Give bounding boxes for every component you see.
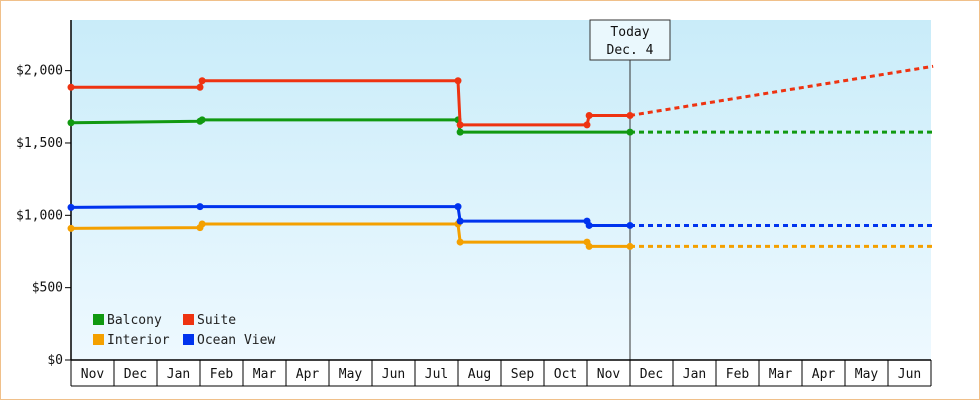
today-date: Dec. 4 — [607, 43, 654, 58]
x-tick-label: Oct — [554, 367, 577, 382]
legend-swatch-interior — [93, 334, 104, 345]
x-tick-label: May — [855, 367, 879, 382]
data-point-suite — [198, 77, 206, 85]
x-tick-label: Mar — [253, 367, 277, 382]
x-tick-label: Jan — [683, 367, 706, 382]
data-point-ocean-view — [456, 217, 464, 225]
data-point-ocean-view — [454, 203, 462, 211]
data-point-ocean-view — [585, 221, 593, 229]
data-point-suite — [583, 121, 591, 129]
legend-swatch-suite — [183, 314, 194, 325]
data-point-suite — [196, 83, 204, 91]
data-point-interior — [585, 242, 593, 250]
x-tick-label: Apr — [296, 367, 320, 382]
data-point-interior — [198, 220, 206, 228]
data-point-interior — [626, 242, 634, 250]
data-point-ocean-view — [626, 221, 634, 229]
legend-label-ocean-view: Ocean View — [197, 333, 275, 348]
y-tick-label: $0 — [47, 353, 63, 368]
series-layer — [67, 64, 934, 250]
x-tick-label: Jun — [898, 367, 921, 382]
x-tick-label: Mar — [769, 367, 793, 382]
legend-label-balcony: Balcony — [107, 313, 162, 328]
series-line-balcony — [70, 118, 630, 134]
data-point-ocean-view — [196, 203, 204, 211]
legend-label-suite: Suite — [197, 313, 236, 328]
x-tick-label: Jun — [382, 367, 405, 382]
x-tick-label: Feb — [210, 367, 234, 382]
data-point-suite — [67, 83, 75, 91]
plot-background — [71, 20, 931, 360]
axes: $0 $500 $1,000 $1,500 $2,000 Nov Dec Jan Feb Mar A… — [16, 20, 932, 387]
x-tick-label: Apr — [812, 367, 836, 382]
legend-swatch-ocean-view — [183, 334, 194, 345]
x-tick-label: Dec — [124, 367, 147, 382]
x-tick-label: Jan — [167, 367, 190, 382]
y-tick-label: $2,000 — [16, 64, 63, 79]
today-box — [589, 19, 671, 61]
data-point-suite — [585, 111, 593, 119]
data-point-interior — [456, 238, 464, 246]
x-tick-label: Sep — [511, 367, 535, 382]
x-tick-label: May — [339, 367, 363, 382]
x-tick-label: Jul — [425, 367, 448, 382]
data-point-suite — [454, 77, 462, 85]
series-forecast-suite — [629, 64, 934, 117]
data-point-suite — [456, 121, 464, 129]
data-point-interior — [67, 224, 75, 232]
y-tick-label: $1,500 — [16, 136, 63, 151]
x-tick-label: Aug — [468, 367, 491, 382]
x-tick-label: Nov — [81, 367, 105, 382]
x-tick-label: Feb — [726, 367, 750, 382]
x-tick-label: Nov — [597, 367, 621, 382]
x-tick-label: Dec — [640, 367, 663, 382]
today-marker: Today Dec. 4 — [589, 19, 671, 360]
legend-swatch-balcony — [93, 314, 104, 325]
data-point-balcony — [198, 116, 206, 124]
y-tick-label: $1,000 — [16, 208, 63, 223]
data-point-ocean-view — [67, 203, 75, 211]
legend-label-interior: Interior — [107, 333, 170, 348]
data-point-suite — [626, 111, 634, 119]
data-point-balcony — [626, 128, 634, 136]
legend: Balcony Suite Interior Ocean View — [93, 313, 275, 348]
y-tick-label: $500 — [32, 281, 63, 296]
today-label: Today — [610, 25, 649, 40]
data-point-balcony — [67, 119, 75, 127]
data-point-balcony — [456, 128, 464, 136]
